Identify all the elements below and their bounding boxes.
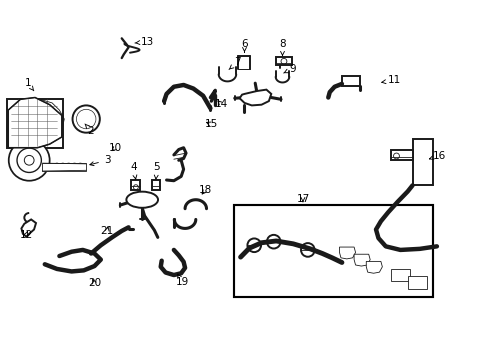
Text: 11: 11 [381, 75, 400, 85]
Bar [42, 163, 86, 171]
Text: 7: 7 [228, 57, 240, 69]
Bar [233, 205, 432, 297]
Polygon shape [8, 98, 61, 148]
Bar [390, 150, 412, 160]
Bar [341, 76, 360, 86]
Bar [7, 99, 62, 148]
Text: 6: 6 [241, 40, 247, 52]
Text: 8: 8 [279, 40, 285, 55]
Text: 20: 20 [88, 278, 101, 288]
Text: 21: 21 [101, 226, 114, 236]
Ellipse shape [126, 192, 158, 208]
Bar [412, 139, 432, 185]
Polygon shape [21, 220, 36, 237]
Text: 3: 3 [90, 155, 110, 166]
Text: 1: 1 [24, 78, 34, 91]
Polygon shape [353, 254, 369, 266]
Text: 13: 13 [135, 37, 153, 47]
Text: 12: 12 [20, 230, 33, 239]
Text: 14: 14 [214, 99, 227, 109]
Bar [276, 57, 291, 65]
Text: 5: 5 [153, 162, 160, 179]
Text: 9: 9 [283, 64, 295, 74]
Text: 17: 17 [296, 194, 309, 204]
Text: 19: 19 [175, 274, 188, 287]
Text: 15: 15 [204, 120, 218, 129]
Text: 10: 10 [109, 143, 122, 153]
Polygon shape [407, 276, 427, 289]
Circle shape [9, 140, 50, 181]
Text: 18: 18 [199, 185, 212, 195]
Bar [152, 180, 160, 190]
Polygon shape [239, 90, 271, 105]
Text: 2: 2 [85, 124, 94, 135]
Polygon shape [366, 261, 382, 273]
Text: 4: 4 [130, 162, 137, 179]
Polygon shape [339, 247, 355, 259]
Bar [131, 180, 140, 190]
Polygon shape [390, 269, 409, 282]
Text: 16: 16 [428, 150, 445, 161]
